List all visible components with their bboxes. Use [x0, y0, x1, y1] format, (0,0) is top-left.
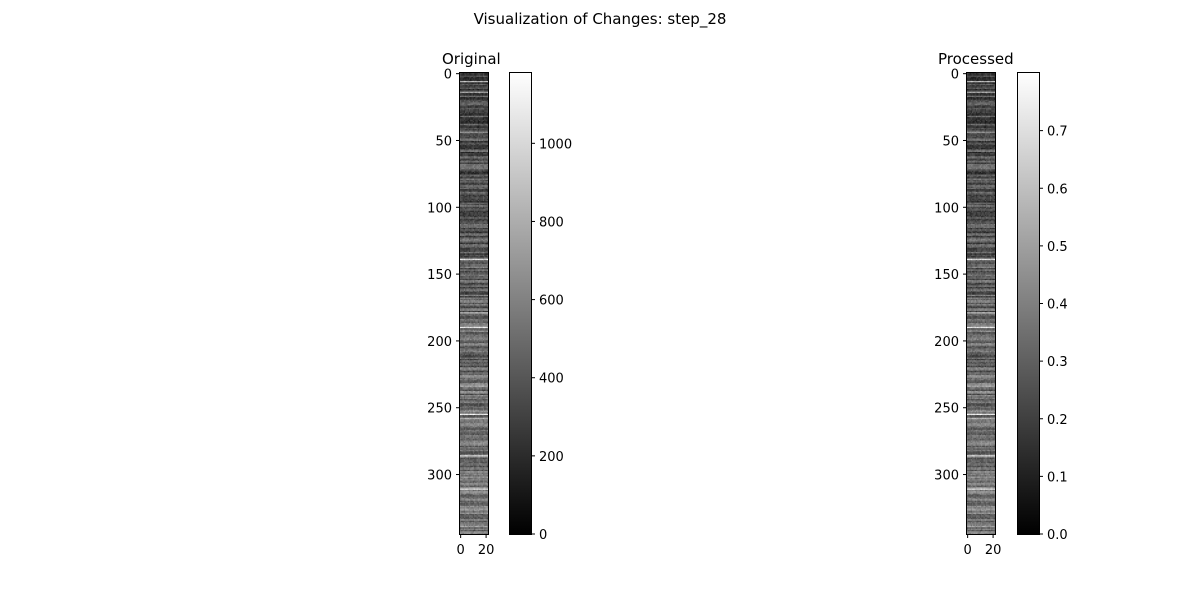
figure-title: Visualization of Changes: step_28 — [474, 10, 727, 29]
panel-title-original: Original — [442, 50, 501, 68]
heatmap-image-original — [460, 73, 488, 534]
